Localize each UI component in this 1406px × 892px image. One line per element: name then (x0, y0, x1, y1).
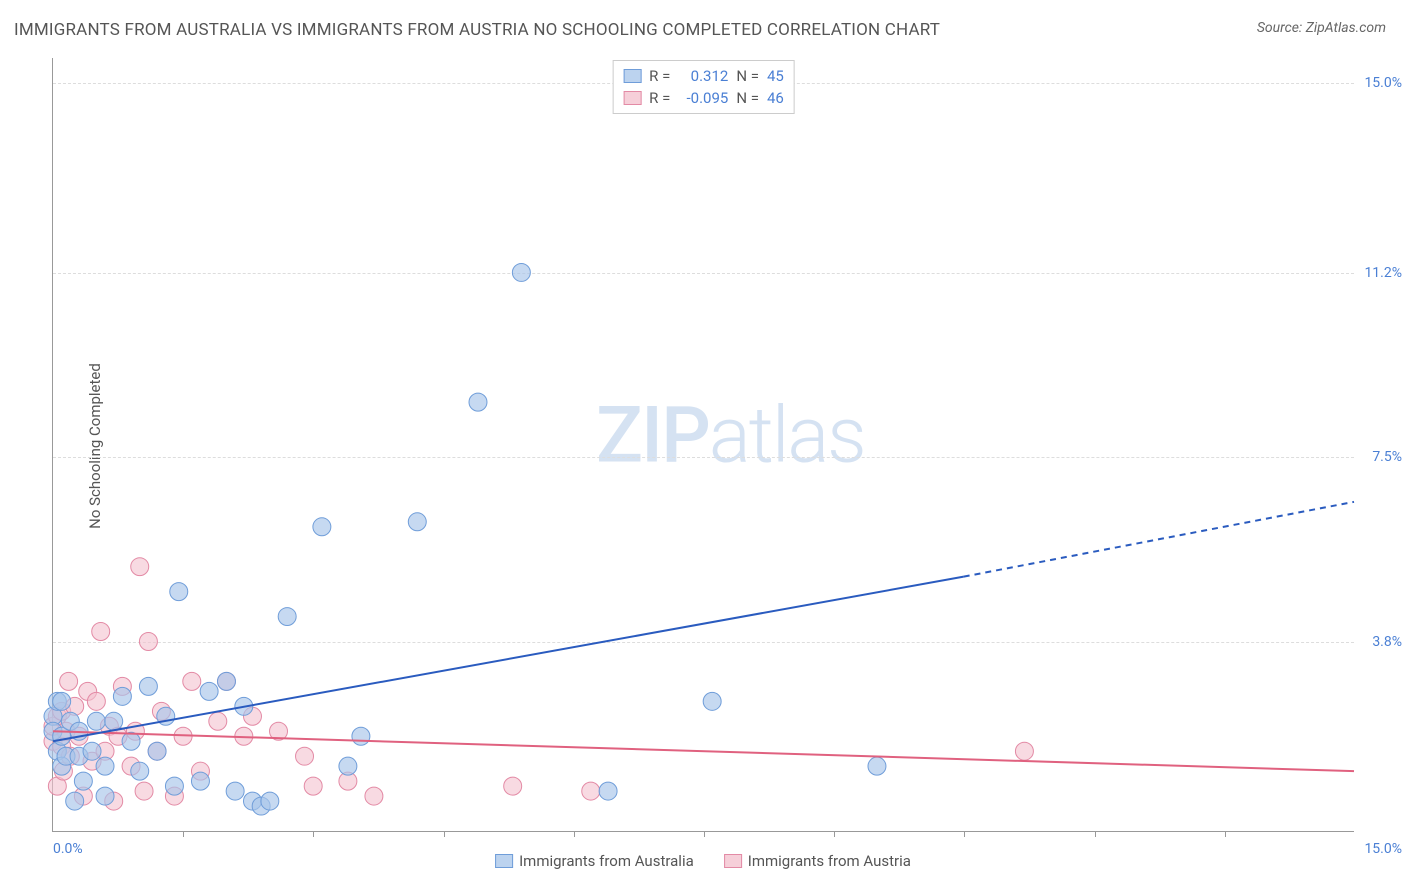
trendline-series-b (53, 731, 1354, 771)
r-value-series-b: -0.095 (678, 89, 728, 107)
scatter-point (148, 742, 166, 760)
scatter-point (131, 558, 149, 576)
scatter-point (296, 747, 314, 765)
scatter-point (122, 732, 140, 750)
stat-row-series-b: R = -0.095 N = 46 (623, 87, 784, 109)
x-axis-min-label: 0.0% (53, 841, 83, 857)
scatter-point (83, 742, 101, 760)
x-tick (1225, 831, 1226, 837)
x-tick (183, 831, 184, 837)
scatter-point (703, 692, 721, 710)
scatter-point (278, 608, 296, 626)
trendline-series-a-dashed (964, 502, 1354, 577)
swatch-series-b (623, 91, 641, 105)
y-tick-label: 3.8% (1372, 634, 1402, 650)
legend-label-series-b: Immigrants from Austria (748, 852, 911, 870)
scatter-point (139, 677, 157, 695)
scatter-point (105, 712, 123, 730)
n-value-series-b: 46 (767, 89, 784, 107)
trendline-series-a-solid (53, 577, 964, 742)
scatter-point (313, 518, 331, 536)
source-attribution: Source: ZipAtlas.com (1257, 20, 1386, 36)
scatter-point (165, 777, 183, 795)
scatter-point (512, 263, 530, 281)
scatter-point (469, 393, 487, 411)
scatter-point (1015, 742, 1033, 760)
scatter-point (191, 772, 209, 790)
r-value-series-a: 0.312 (678, 67, 728, 85)
scatter-point (200, 682, 218, 700)
legend-label-series-a: Immigrants from Australia (519, 852, 694, 870)
bottom-legend: Immigrants from Australia Immigrants fro… (495, 852, 911, 870)
scatter-point (131, 762, 149, 780)
scatter-point (113, 687, 131, 705)
x-tick (1095, 831, 1096, 837)
legend-swatch-series-a (495, 854, 513, 868)
legend-swatch-series-b (724, 854, 742, 868)
n-label: N = (736, 89, 759, 107)
y-tick-label: 11.2% (1364, 265, 1402, 281)
x-tick (964, 831, 965, 837)
scatter-point (74, 772, 92, 790)
legend-item-series-b: Immigrants from Austria (724, 852, 911, 870)
scatter-point (339, 757, 357, 775)
scatter-point (66, 792, 84, 810)
x-tick (313, 831, 314, 837)
scatter-point (365, 787, 383, 805)
scatter-point (504, 777, 522, 795)
scatter-point (352, 727, 370, 745)
scatter-point (408, 513, 426, 531)
scatter-point (60, 672, 78, 690)
scatter-point (87, 692, 105, 710)
x-tick (704, 831, 705, 837)
stat-row-series-a: R = 0.312 N = 45 (623, 65, 784, 87)
chart-title: IMMIGRANTS FROM AUSTRALIA VS IMMIGRANTS … (14, 20, 940, 40)
chart-container: IMMIGRANTS FROM AUSTRALIA VS IMMIGRANTS … (0, 0, 1406, 892)
scatter-point (96, 787, 114, 805)
y-tick-label: 7.5% (1372, 449, 1402, 465)
x-tick (834, 831, 835, 837)
n-value-series-a: 45 (767, 67, 784, 85)
x-tick (574, 831, 575, 837)
legend-item-series-a: Immigrants from Australia (495, 852, 694, 870)
scatter-point (226, 782, 244, 800)
scatter-point (261, 792, 279, 810)
scatter-point (92, 623, 110, 641)
scatter-point (87, 712, 105, 730)
scatter-point (139, 633, 157, 651)
y-tick-label: 15.0% (1364, 75, 1402, 91)
scatter-plot-svg (53, 58, 1354, 831)
r-label: R = (649, 67, 670, 85)
scatter-point (135, 782, 153, 800)
scatter-point (582, 782, 600, 800)
scatter-point (170, 583, 188, 601)
scatter-point (209, 712, 227, 730)
scatter-point (304, 777, 322, 795)
scatter-point (53, 692, 71, 710)
stat-legend-box: R = 0.312 N = 45 R = -0.095 N = 46 (612, 60, 795, 114)
scatter-point (217, 672, 235, 690)
n-label: N = (736, 67, 759, 85)
swatch-series-a (623, 69, 641, 83)
scatter-point (96, 757, 114, 775)
scatter-point (599, 782, 617, 800)
x-axis-max-label: 15.0% (1364, 841, 1402, 857)
x-tick (444, 831, 445, 837)
scatter-point (183, 672, 201, 690)
scatter-point (868, 757, 886, 775)
plot-area: ZIPatlas R = 0.312 N = 45 R = -0.095 N =… (52, 58, 1354, 832)
r-label: R = (649, 89, 670, 107)
